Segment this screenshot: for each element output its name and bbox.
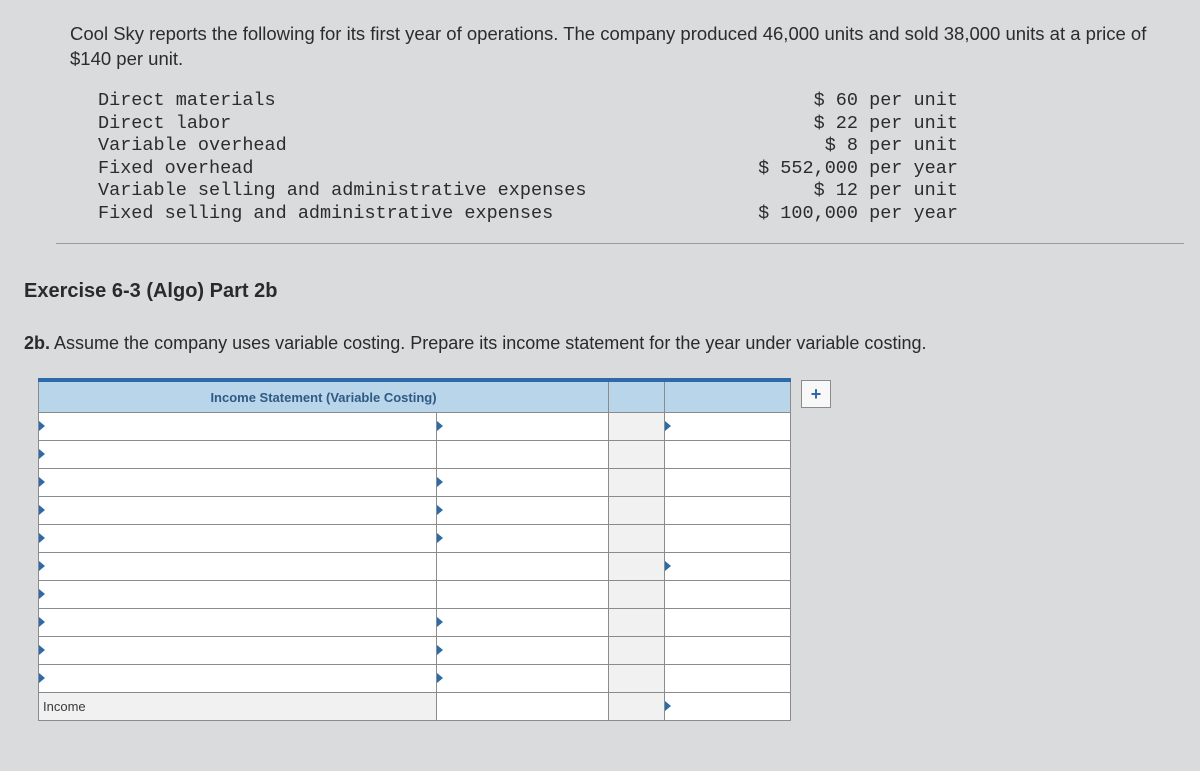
table-row bbox=[39, 440, 791, 468]
data-unit: per year bbox=[858, 203, 968, 226]
amount-input[interactable] bbox=[437, 636, 609, 664]
spacer-cell bbox=[609, 552, 665, 580]
spacer-cell bbox=[609, 524, 665, 552]
amount-input[interactable] bbox=[665, 552, 791, 580]
data-row: Direct materials$ 60 per unit bbox=[98, 90, 1184, 113]
data-unit: per unit bbox=[858, 180, 968, 203]
amount-input[interactable] bbox=[665, 440, 791, 468]
amount-input[interactable] bbox=[437, 496, 609, 524]
data-value: $ 60 bbox=[738, 90, 858, 113]
data-row: Direct labor$ 22 per unit bbox=[98, 113, 1184, 136]
spacer-cell bbox=[609, 664, 665, 692]
line-item-picker[interactable] bbox=[39, 608, 437, 636]
data-label: Direct labor bbox=[98, 113, 738, 136]
line-item-picker[interactable] bbox=[39, 664, 437, 692]
line-item-picker[interactable] bbox=[39, 440, 437, 468]
amount-input[interactable] bbox=[437, 524, 609, 552]
spacer-cell bbox=[609, 440, 665, 468]
line-item-picker[interactable] bbox=[39, 580, 437, 608]
table-header-spacer bbox=[665, 380, 791, 412]
table-row bbox=[39, 468, 791, 496]
amount-input[interactable] bbox=[665, 580, 791, 608]
amount-input[interactable] bbox=[437, 440, 609, 468]
income-total-label: Income bbox=[39, 692, 437, 720]
amount-input[interactable] bbox=[665, 524, 791, 552]
data-label: Variable overhead bbox=[98, 135, 738, 158]
prompt-number: 2b. bbox=[24, 333, 50, 353]
amount-input[interactable] bbox=[437, 608, 609, 636]
data-row: Fixed overhead$ 552,000 per year bbox=[98, 158, 1184, 181]
data-label: Fixed selling and administrative expense… bbox=[98, 203, 738, 226]
line-item-picker[interactable] bbox=[39, 552, 437, 580]
spacer-cell bbox=[609, 692, 665, 720]
amount-input[interactable] bbox=[437, 664, 609, 692]
data-label: Direct materials bbox=[98, 90, 738, 113]
table-row bbox=[39, 496, 791, 524]
problem-intro: Cool Sky reports the following for its f… bbox=[70, 22, 1184, 72]
data-value: $ 100,000 bbox=[738, 203, 858, 226]
line-item-picker[interactable] bbox=[39, 524, 437, 552]
amount-input[interactable] bbox=[665, 496, 791, 524]
line-item-picker[interactable] bbox=[39, 636, 437, 664]
amount-input[interactable] bbox=[437, 552, 609, 580]
line-item-picker[interactable] bbox=[39, 412, 437, 440]
amount-input[interactable] bbox=[665, 412, 791, 440]
data-row: Fixed selling and administrative expense… bbox=[98, 203, 1184, 226]
data-row: Variable selling and administrative expe… bbox=[98, 180, 1184, 203]
data-value: $ 22 bbox=[738, 113, 858, 136]
spacer-cell bbox=[609, 468, 665, 496]
data-row: Variable overhead$ 8 per unit bbox=[98, 135, 1184, 158]
spacer-cell bbox=[609, 412, 665, 440]
amount-input[interactable] bbox=[437, 580, 609, 608]
income-statement-header: Income Statement (Variable Costing) bbox=[39, 380, 609, 412]
spacer-cell bbox=[609, 496, 665, 524]
table-row-total: Income bbox=[39, 692, 791, 720]
add-column-button[interactable]: + bbox=[801, 380, 831, 408]
data-unit: per unit bbox=[858, 113, 968, 136]
cost-data-block: Direct materials$ 60 per unit Direct lab… bbox=[70, 90, 1184, 225]
table-row bbox=[39, 664, 791, 692]
exercise-title: Exercise 6-3 (Algo) Part 2b bbox=[24, 280, 1200, 303]
data-label: Fixed overhead bbox=[98, 158, 738, 181]
table-row bbox=[39, 636, 791, 664]
exercise-prompt: 2b. Assume the company uses variable cos… bbox=[24, 333, 1200, 354]
table-header-spacer bbox=[609, 380, 665, 412]
amount-input[interactable] bbox=[665, 692, 791, 720]
line-item-picker[interactable] bbox=[39, 496, 437, 524]
amount-input[interactable] bbox=[665, 636, 791, 664]
problem-statement: Cool Sky reports the following for its f… bbox=[56, 22, 1184, 244]
spacer-cell bbox=[609, 580, 665, 608]
spacer-cell bbox=[609, 608, 665, 636]
amount-input[interactable] bbox=[665, 468, 791, 496]
spacer-cell bbox=[609, 636, 665, 664]
income-statement-table: Income Statement (Variable Costing) Inco… bbox=[38, 378, 791, 721]
table-row bbox=[39, 412, 791, 440]
data-unit: per unit bbox=[858, 90, 968, 113]
data-value: $ 12 bbox=[738, 180, 858, 203]
table-row bbox=[39, 552, 791, 580]
amount-input[interactable] bbox=[437, 468, 609, 496]
prompt-text: Assume the company uses variable costing… bbox=[50, 333, 926, 353]
data-value: $ 552,000 bbox=[738, 158, 858, 181]
amount-input[interactable] bbox=[437, 412, 609, 440]
amount-input[interactable] bbox=[665, 608, 791, 636]
data-label: Variable selling and administrative expe… bbox=[98, 180, 738, 203]
table-row bbox=[39, 580, 791, 608]
amount-input[interactable] bbox=[665, 664, 791, 692]
table-row bbox=[39, 608, 791, 636]
table-row bbox=[39, 524, 791, 552]
data-unit: per unit bbox=[858, 135, 968, 158]
data-value: $ 8 bbox=[738, 135, 858, 158]
data-unit: per year bbox=[858, 158, 968, 181]
amount-input[interactable] bbox=[437, 692, 609, 720]
line-item-picker[interactable] bbox=[39, 468, 437, 496]
